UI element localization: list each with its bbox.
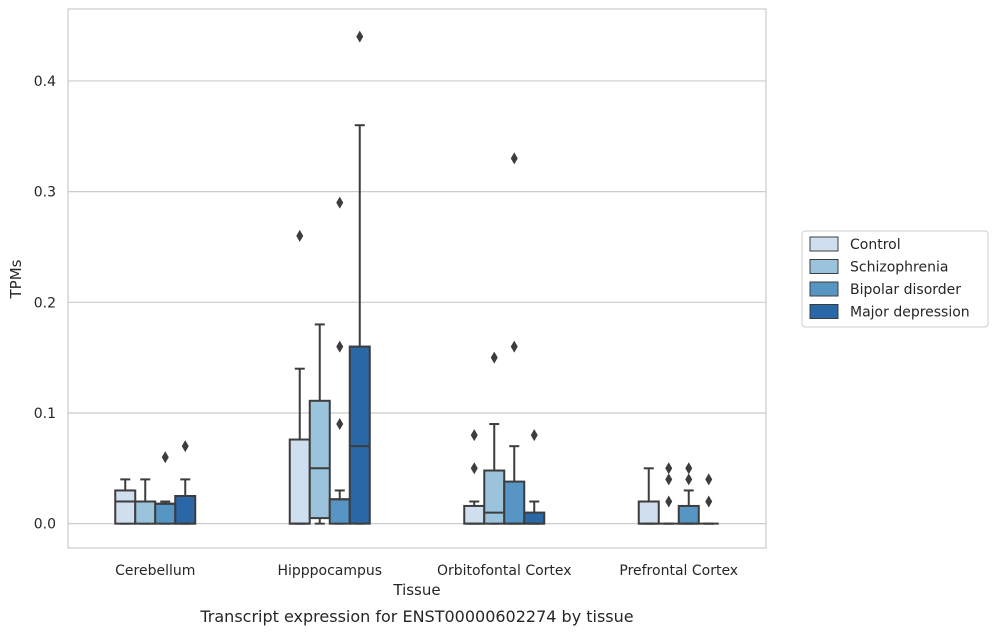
grid-lines	[68, 80, 766, 525]
box-schizophrenia	[308, 323, 331, 525]
outlier-point	[510, 340, 518, 353]
box-body	[637, 500, 660, 525]
outlier-point	[470, 429, 478, 442]
legend: Control Schizophrenia Bipolar disorder Majo…	[801, 230, 989, 328]
outlier-point	[336, 418, 344, 431]
outlier-point	[181, 440, 189, 453]
box-major-depression	[698, 473, 719, 525]
outlier-point	[490, 351, 498, 364]
box-bipolar-disorder	[328, 196, 351, 525]
box-body	[154, 502, 177, 525]
outlier-point	[665, 473, 673, 486]
outlier-point	[296, 229, 304, 242]
box-control	[637, 467, 660, 525]
box-control	[463, 429, 486, 525]
y-tick-label: 0.4	[34, 74, 56, 90]
box-major-depression	[174, 440, 197, 525]
y-tick-label: 0.2	[34, 295, 56, 311]
outlier-point	[530, 429, 538, 442]
box-body	[677, 504, 700, 525]
outlier-point	[665, 462, 673, 475]
x-tick-label: Orbitofontal Cortex	[437, 563, 572, 579]
outlier-point	[336, 340, 344, 353]
box-body	[523, 511, 546, 525]
outlier-point	[705, 495, 713, 508]
legend-entry-label: Bipolar disorder	[850, 282, 961, 298]
box-bipolar-disorder	[677, 462, 700, 525]
x-axis-label: Tissue	[392, 581, 440, 599]
legend-entry-label: Major depression	[850, 305, 970, 321]
box-body	[463, 504, 486, 525]
outlier-point	[665, 495, 673, 508]
box-control	[114, 478, 137, 525]
y-axis-label: TPMs	[7, 259, 25, 299]
box-body	[174, 494, 197, 525]
outlier-point	[336, 196, 344, 209]
box-control	[288, 229, 311, 525]
box-schizophrenia	[483, 351, 506, 525]
box-body	[114, 489, 137, 525]
legend-entry-label: Control	[850, 237, 901, 253]
legend-swatch	[809, 304, 839, 319]
box-body	[483, 469, 506, 525]
x-tick-labels: Cerebellum Hipppocampus Orbitofontal Corte…	[115, 563, 738, 579]
x-tick-label: Hipppocampus	[277, 563, 382, 579]
outlier-point	[510, 152, 518, 165]
box-schizophrenia	[134, 478, 157, 525]
outlier-point	[685, 462, 693, 475]
y-tick-labels: 0.0 0.1 0.2 0.3 0.4	[34, 74, 56, 533]
box-body	[348, 345, 371, 525]
outlier-point	[161, 451, 169, 464]
legend-swatch	[809, 259, 839, 274]
outlier-point	[685, 473, 693, 486]
box-body	[134, 500, 157, 525]
plot-area-frame	[67, 8, 767, 549]
legend-swatch	[809, 236, 839, 252]
box-body	[503, 480, 526, 525]
box-major-depression	[523, 429, 546, 525]
outlier-point	[356, 30, 364, 43]
y-tick-label: 0.0	[34, 517, 56, 533]
box-bipolar-disorder	[503, 152, 526, 525]
x-tick-label: Prefrontal Cortex	[619, 563, 738, 579]
box-body	[328, 498, 351, 525]
legend-swatch	[809, 281, 839, 297]
y-tick-label: 0.3	[34, 185, 56, 201]
legend-entry-label: Schizophrenia	[850, 260, 948, 276]
box-series-group	[114, 30, 719, 525]
outlier-point	[705, 473, 713, 486]
outlier-point	[470, 462, 478, 475]
legend-frame	[801, 230, 989, 328]
box-major-depression	[348, 30, 371, 525]
chart-caption: Transcript expression for ENST0000060227…	[199, 607, 633, 626]
box-schizophrenia	[658, 462, 679, 525]
x-tick-label: Cerebellum	[115, 563, 195, 579]
box-bipolar-disorder	[154, 451, 177, 525]
y-tick-label: 0.1	[34, 406, 56, 422]
box-body	[308, 399, 331, 520]
box-body	[288, 438, 311, 525]
